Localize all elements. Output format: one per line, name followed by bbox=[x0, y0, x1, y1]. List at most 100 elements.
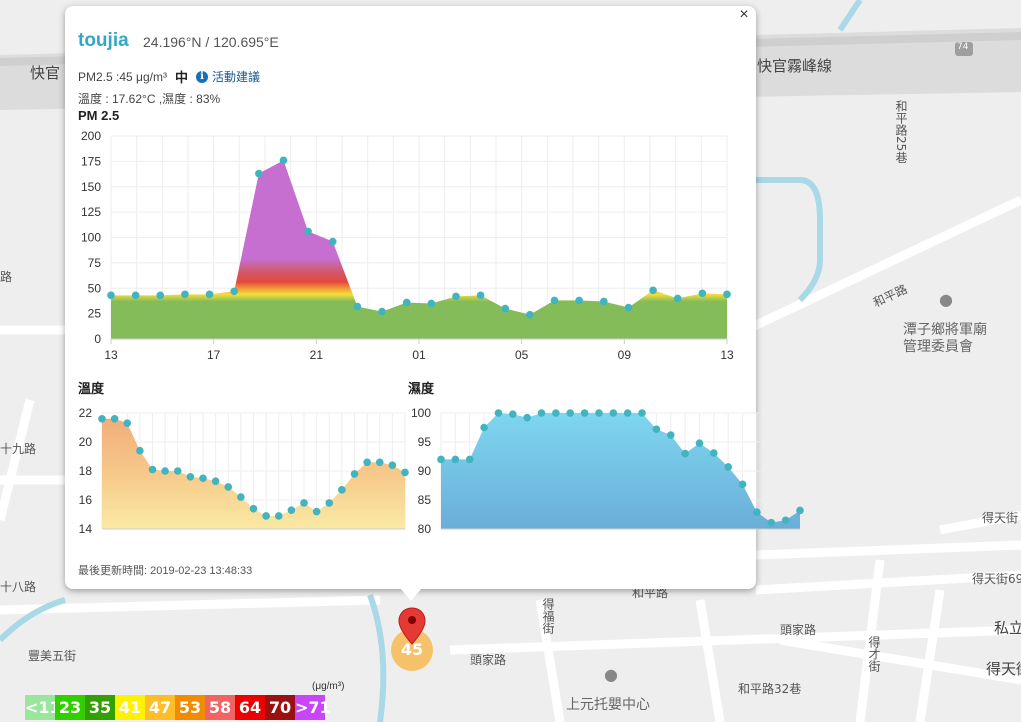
data-point bbox=[199, 474, 207, 483]
data-point bbox=[224, 483, 233, 491]
station-marker[interactable]: 45 bbox=[390, 604, 434, 672]
y-tick-label: 75 bbox=[88, 256, 102, 270]
data-point bbox=[452, 292, 460, 301]
route-shield-label: 74 bbox=[957, 42, 969, 52]
data-point bbox=[186, 473, 195, 481]
data-point bbox=[338, 486, 346, 494]
last-updated: 最後更新時間: 2019-02-23 13:48:33 bbox=[78, 565, 253, 577]
x-tick-label: 17 bbox=[207, 348, 221, 362]
data-point bbox=[388, 461, 397, 469]
data-point bbox=[465, 455, 474, 464]
x-tick-label: 01 bbox=[412, 348, 426, 362]
series-area bbox=[111, 160, 727, 339]
data-point bbox=[255, 169, 263, 178]
y-tick-label: 20 bbox=[79, 435, 93, 449]
data-point bbox=[312, 507, 321, 516]
data-point bbox=[98, 415, 106, 423]
x-tick-label: 09 bbox=[618, 348, 632, 362]
data-point bbox=[509, 410, 517, 418]
station-name: toujia bbox=[78, 30, 129, 51]
poi-pin-icon[interactable]: ● bbox=[604, 665, 618, 684]
marker-value: 45 bbox=[400, 640, 424, 659]
data-point bbox=[638, 409, 646, 417]
y-tick-label: 100 bbox=[411, 406, 431, 420]
y-tick-label: 25 bbox=[88, 307, 102, 321]
map-road-label: 得才街 bbox=[867, 636, 881, 672]
activity-advice-link[interactable]: i 活動建議 bbox=[195, 68, 260, 85]
legend-cell: >71 bbox=[295, 695, 331, 720]
y-tick-label: 18 bbox=[79, 464, 93, 478]
x-tick-label: 21 bbox=[310, 348, 324, 362]
data-point bbox=[781, 516, 790, 525]
y-tick-label: 16 bbox=[79, 493, 93, 507]
map-road-label: 快官 bbox=[30, 64, 61, 82]
data-point bbox=[681, 449, 689, 458]
data-point bbox=[523, 413, 531, 422]
y-tick-label: 80 bbox=[418, 522, 432, 536]
data-point bbox=[300, 499, 308, 507]
data-point bbox=[230, 287, 238, 296]
data-point bbox=[695, 439, 704, 447]
data-point bbox=[480, 423, 488, 432]
x-tick-label: 13 bbox=[104, 348, 118, 362]
humid-chart: 100 95 90 85 80 bbox=[411, 406, 804, 536]
data-point bbox=[249, 504, 258, 513]
x-tick-label: 13 bbox=[720, 348, 734, 362]
map-road-label: 私立 bbox=[994, 619, 1021, 637]
data-point bbox=[156, 291, 165, 300]
data-point bbox=[451, 455, 460, 464]
data-point bbox=[501, 304, 510, 313]
y-tick-label: 200 bbox=[81, 129, 101, 143]
map-poi-label[interactable]: 潭子鄉將軍廟 管理委員會 bbox=[903, 322, 987, 355]
data-point bbox=[575, 296, 583, 305]
map-road-label: 十九路 bbox=[0, 442, 37, 456]
legend-cell: 41 bbox=[115, 695, 145, 720]
data-point bbox=[624, 303, 633, 312]
data-point bbox=[136, 446, 144, 455]
data-point bbox=[173, 467, 182, 475]
pm-chart-title: PM 2.5 bbox=[78, 108, 120, 123]
legend-cell: <11 bbox=[25, 695, 61, 720]
map-road-label: 得天街 bbox=[986, 660, 1021, 678]
legend-cell: 23 bbox=[55, 695, 85, 720]
station-popup: × toujia 24.196°N / 120.695°E PM2.5 :45 … bbox=[65, 6, 804, 589]
map-road-label: 頭家路 bbox=[470, 653, 507, 667]
data-point bbox=[552, 409, 560, 417]
data-point bbox=[723, 290, 731, 299]
data-point bbox=[350, 470, 359, 478]
legend-cell: 47 bbox=[145, 695, 175, 720]
pm-summary: PM2.5 :45 μg/m³ 中 i 活動建議 bbox=[78, 67, 260, 86]
data-point bbox=[237, 493, 245, 501]
map-poi-label[interactable]: 上元托嬰中心 bbox=[566, 697, 650, 713]
data-point bbox=[205, 290, 214, 299]
data-point bbox=[262, 512, 270, 520]
poi-pin-icon[interactable]: ● bbox=[939, 290, 953, 309]
y-tick-label: 125 bbox=[81, 205, 101, 219]
data-point bbox=[566, 409, 575, 417]
y-tick-label: 95 bbox=[418, 435, 432, 449]
data-point bbox=[609, 409, 618, 417]
data-point bbox=[494, 409, 503, 417]
temp-chart-title: 溫度 bbox=[78, 381, 105, 396]
map-road-label: 得福街 bbox=[541, 598, 555, 634]
map-road-label: 豐美五街 bbox=[28, 649, 77, 663]
pm-level: 中 bbox=[174, 70, 188, 85]
data-point bbox=[131, 291, 140, 300]
y-tick-label: 50 bbox=[88, 281, 102, 295]
data-point bbox=[753, 508, 761, 516]
data-point bbox=[123, 419, 132, 427]
y-tick-label: 85 bbox=[418, 493, 432, 507]
map-road-label: 和平路32巷 bbox=[738, 682, 802, 696]
y-tick-label: 100 bbox=[81, 231, 101, 245]
temp-chart: 22 20 18 16 14 bbox=[79, 406, 409, 536]
map-road-label: 得天街 bbox=[982, 511, 1019, 525]
data-point bbox=[652, 425, 661, 434]
popup-tail bbox=[400, 588, 422, 601]
map-road-label: 頭家路 bbox=[780, 623, 817, 637]
data-point bbox=[304, 227, 312, 236]
close-button[interactable]: × bbox=[739, 6, 749, 23]
data-point bbox=[110, 415, 119, 423]
legend-cell: 53 bbox=[175, 695, 205, 720]
data-point bbox=[378, 307, 386, 316]
legend-cell: 64 bbox=[235, 695, 265, 720]
